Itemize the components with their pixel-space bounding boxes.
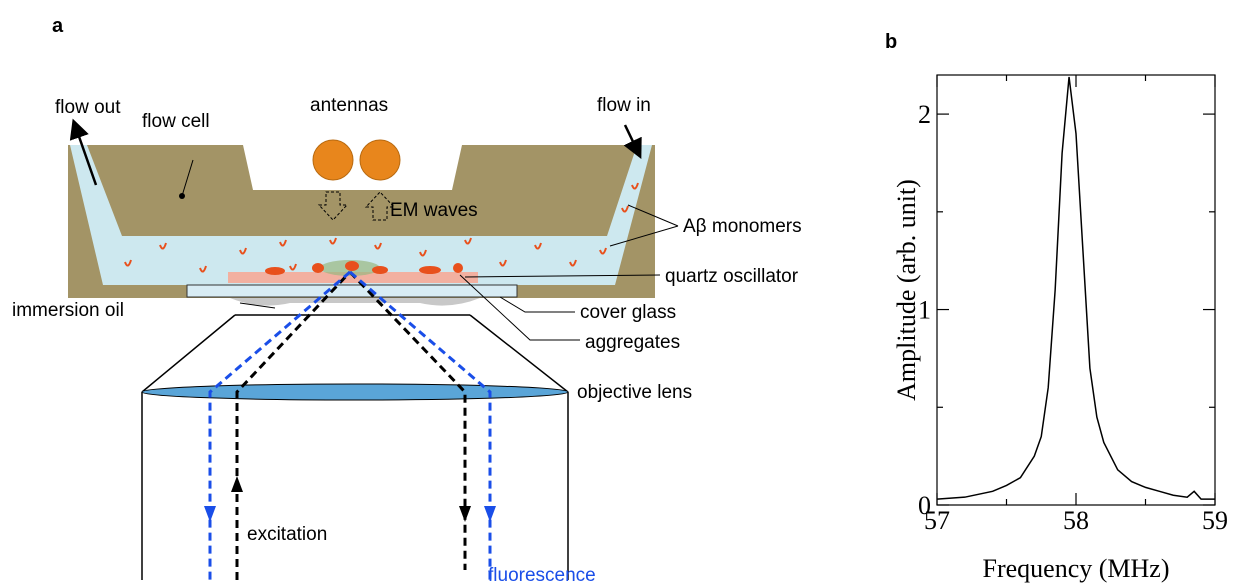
label: objective lens (577, 382, 692, 403)
label: quartz oscillator (665, 266, 799, 287)
x-axis-label: Frequency (MHz) (983, 554, 1170, 583)
x-tick-label: 59 (1202, 506, 1228, 535)
label: flow out (55, 97, 121, 118)
panel-label: a (52, 15, 64, 37)
label: antennas (310, 95, 388, 116)
antenna (360, 140, 400, 180)
y-tick-label: 2 (918, 100, 931, 129)
line (937, 77, 1215, 499)
label: flow in (597, 95, 651, 116)
diagram: a (12, 15, 802, 586)
label: fluorescence (488, 565, 596, 586)
immersion-oil (230, 298, 480, 306)
y-axis-label: Amplitude (arb. unit) (892, 179, 921, 401)
antenna (313, 140, 353, 180)
label: EM waves (390, 200, 478, 221)
y-tick-label: 1 (918, 296, 931, 325)
arrow-head (231, 476, 243, 492)
arrow-head (204, 506, 216, 522)
panel-label: b (885, 31, 897, 53)
label: cover glass (580, 302, 676, 323)
label: flow cell (142, 111, 210, 132)
x-tick-label: 58 (1063, 506, 1089, 535)
arrow-head (459, 506, 471, 522)
arrow-head (484, 506, 496, 522)
label: immersion oil (12, 300, 124, 321)
y-tick-label: 0 (918, 491, 931, 520)
objective (142, 315, 568, 580)
lens (142, 384, 568, 400)
label: aggregates (585, 332, 680, 353)
label: excitation (247, 524, 327, 545)
cover-glass (187, 285, 517, 297)
figure: a (0, 0, 1237, 586)
chart: b Frequency (MHz) Amplitude (arb. unit) … (885, 31, 1228, 583)
label: Aβ monomers (683, 216, 802, 237)
